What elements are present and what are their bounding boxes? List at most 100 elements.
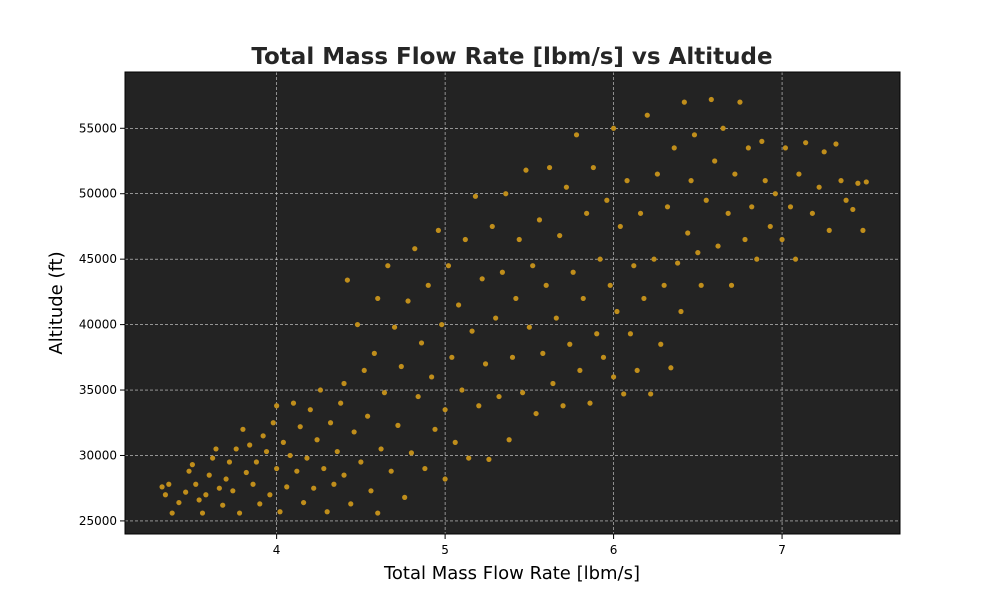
data-point — [493, 315, 499, 321]
data-point — [422, 465, 428, 472]
data-point — [442, 407, 448, 413]
data-point — [675, 260, 681, 266]
data-point — [284, 484, 290, 490]
data-point — [745, 145, 751, 151]
data-point — [546, 164, 553, 171]
data-point — [641, 295, 647, 302]
data-point — [381, 390, 388, 396]
data-point — [425, 282, 431, 288]
y-tick-label: 30000 — [79, 448, 117, 462]
data-point — [782, 145, 789, 151]
data-point — [772, 191, 778, 197]
data-point — [432, 426, 438, 432]
data-point — [803, 140, 809, 146]
data-point — [821, 149, 827, 155]
data-point — [708, 96, 714, 103]
data-point — [637, 210, 644, 216]
y-tick-label: 50000 — [79, 187, 117, 201]
data-point — [418, 340, 425, 346]
data-point — [398, 363, 404, 370]
data-point — [695, 250, 701, 256]
data-point — [429, 374, 435, 380]
data-point — [223, 476, 229, 482]
data-point — [455, 302, 462, 308]
data-point — [183, 489, 189, 495]
chart-title: Total Mass Flow Rate [lbm/s] vs Altitude — [251, 44, 772, 70]
data-point — [725, 210, 731, 216]
data-point — [557, 232, 563, 239]
data-point — [375, 295, 381, 302]
data-point — [368, 488, 374, 494]
data-point — [176, 499, 182, 506]
data-point — [503, 191, 509, 197]
data-point — [624, 178, 630, 184]
data-point — [304, 455, 310, 461]
data-point — [570, 269, 576, 275]
data-point — [850, 206, 856, 213]
data-point — [338, 400, 344, 406]
data-point — [860, 227, 866, 233]
data-point — [247, 442, 253, 448]
data-point — [654, 171, 660, 177]
data-point — [604, 197, 610, 203]
data-point — [260, 433, 266, 439]
data-point — [787, 204, 794, 210]
data-point — [580, 295, 586, 302]
data-point — [863, 179, 869, 185]
data-point — [439, 321, 445, 328]
data-point — [358, 459, 364, 465]
data-point — [351, 429, 357, 435]
data-point — [560, 403, 566, 409]
data-point — [720, 125, 726, 131]
data-point — [621, 391, 627, 397]
data-point — [479, 276, 485, 282]
data-point — [779, 236, 785, 243]
data-point — [449, 354, 455, 360]
data-point — [627, 331, 634, 337]
data-point — [732, 171, 738, 177]
data-point — [226, 459, 233, 465]
data-point — [263, 448, 270, 455]
data-point — [792, 256, 799, 262]
data-point — [838, 178, 844, 184]
data-point — [311, 485, 317, 491]
data-point — [166, 481, 172, 487]
data-point — [277, 509, 283, 515]
data-point — [274, 403, 280, 409]
data-point — [614, 308, 620, 315]
data-point — [668, 365, 674, 371]
x-axis-ticks: 4 5 6 7 — [273, 534, 786, 557]
data-point — [536, 217, 543, 223]
data-point — [703, 197, 709, 203]
data-point — [371, 350, 377, 356]
data-point — [631, 263, 637, 269]
data-point — [600, 354, 607, 360]
data-point — [597, 256, 603, 262]
data-point — [216, 485, 222, 491]
data-point — [712, 158, 718, 164]
data-point — [300, 499, 307, 506]
data-point — [563, 184, 570, 190]
data-point — [617, 223, 623, 230]
data-point — [317, 387, 324, 393]
data-point — [651, 256, 657, 262]
data-point — [469, 328, 475, 334]
data-point — [567, 341, 573, 347]
data-point — [767, 223, 773, 230]
data-point — [796, 171, 802, 177]
data-point — [243, 469, 249, 476]
data-point — [526, 324, 532, 330]
data-point — [496, 393, 502, 400]
y-axis-label: Altitude (ft) — [46, 251, 67, 354]
data-point — [523, 167, 529, 173]
data-point — [691, 132, 698, 138]
data-point — [341, 472, 347, 478]
data-point — [543, 282, 549, 288]
data-point — [297, 424, 303, 430]
data-point — [405, 298, 411, 304]
data-point — [206, 472, 212, 478]
data-point — [375, 510, 381, 516]
data-point — [520, 390, 526, 396]
data-point — [607, 282, 613, 288]
x-tick-label: 7 — [778, 543, 786, 557]
